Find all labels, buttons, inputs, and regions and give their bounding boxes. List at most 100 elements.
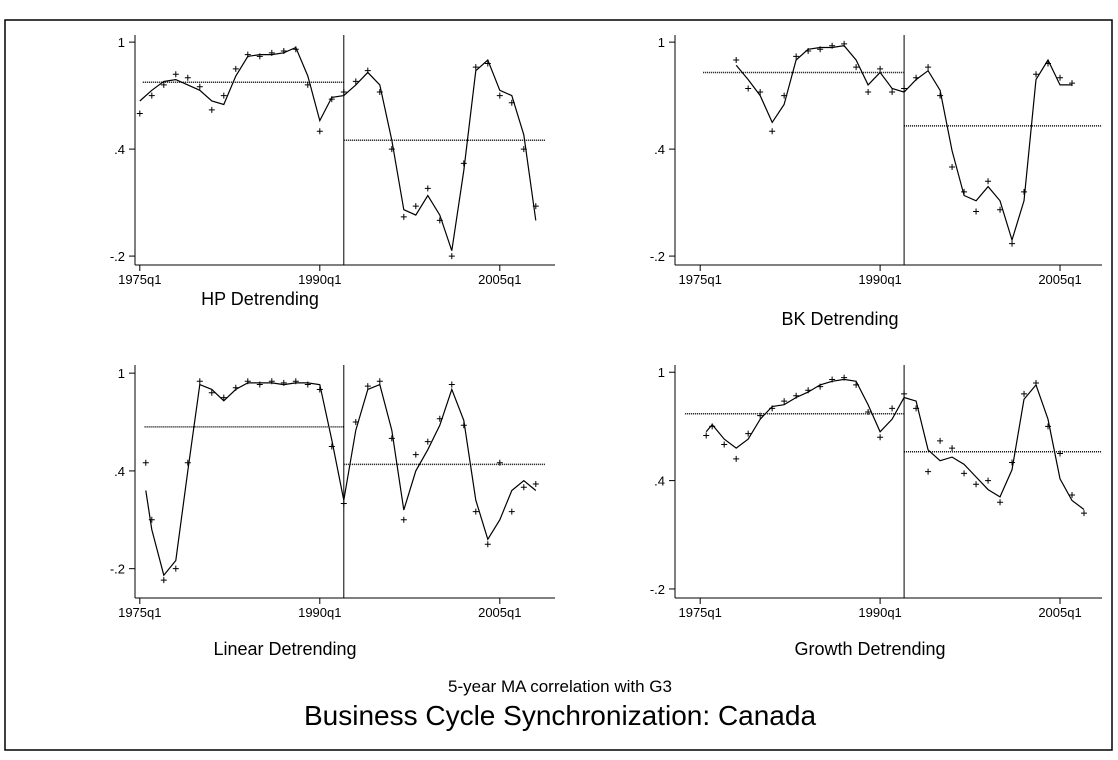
- marker: [925, 468, 932, 475]
- x-tick-label: 1975q1: [118, 605, 161, 620]
- title: Business Cycle Synchronization: Canada: [304, 700, 816, 731]
- x-tick-label: 2005q1: [1038, 272, 1081, 287]
- marker: [889, 89, 896, 96]
- marker: [460, 422, 467, 429]
- y-tick-label: -.2: [650, 582, 665, 597]
- marker: [136, 110, 143, 117]
- line: [735, 45, 1072, 243]
- marker: [268, 49, 275, 56]
- marker: [532, 480, 539, 487]
- marker: [901, 390, 908, 397]
- marker: [172, 71, 179, 78]
- marker: [937, 92, 944, 99]
- marker: [841, 374, 848, 381]
- marker: [817, 46, 824, 53]
- marker: [973, 208, 980, 215]
- marker: [709, 423, 716, 430]
- marker: [232, 384, 239, 391]
- y-tick-label: .4: [654, 474, 665, 489]
- y-tick-label: -.2: [110, 249, 125, 264]
- marker: [496, 459, 503, 466]
- panel-title: Linear Detrending: [213, 639, 356, 659]
- marker: [877, 434, 884, 441]
- x-tick-label: 1990q1: [298, 605, 341, 620]
- line: [705, 378, 1085, 510]
- marker: [244, 378, 251, 385]
- marker: [817, 383, 824, 390]
- marker: [793, 392, 800, 399]
- marker: [937, 437, 944, 444]
- marker: [328, 443, 335, 450]
- marker: [901, 85, 908, 92]
- marker: [508, 99, 515, 106]
- marker: [703, 432, 710, 439]
- marker: [496, 92, 503, 99]
- marker: [376, 89, 383, 96]
- y-tick-label: 1: [658, 35, 665, 50]
- x-tick-label: 1975q1: [678, 605, 721, 620]
- marker: [400, 213, 407, 220]
- marker: [340, 500, 347, 507]
- marker: [292, 378, 299, 385]
- marker: [913, 74, 920, 81]
- marker: [316, 128, 323, 135]
- panel-title: Growth Detrending: [794, 639, 945, 659]
- marker: [961, 188, 968, 195]
- marker: [220, 394, 227, 401]
- marker: [304, 81, 311, 88]
- y-tick-label: 1: [118, 366, 125, 381]
- marker: [1069, 492, 1076, 499]
- marker: [805, 48, 812, 55]
- marker: [781, 398, 788, 405]
- marker: [973, 481, 980, 488]
- marker: [508, 508, 515, 515]
- marker: [865, 89, 872, 96]
- marker: [148, 516, 155, 523]
- marker: [196, 83, 203, 90]
- marker: [1045, 423, 1052, 430]
- marker: [292, 46, 299, 53]
- marker: [388, 435, 395, 442]
- marker: [781, 92, 788, 99]
- marker: [424, 438, 431, 445]
- x-tick-label: 2005q1: [1038, 605, 1081, 620]
- marker: [985, 477, 992, 484]
- marker: [829, 376, 836, 383]
- marker: [769, 128, 776, 135]
- marker: [376, 378, 383, 385]
- marker: [304, 381, 311, 388]
- marker: [484, 541, 491, 548]
- marker: [985, 178, 992, 185]
- marker: [412, 451, 419, 458]
- marker: [256, 381, 263, 388]
- marker: [400, 516, 407, 523]
- marker: [961, 470, 968, 477]
- marker: [208, 389, 215, 396]
- marker: [142, 459, 149, 466]
- marker: [1021, 390, 1028, 397]
- marker: [160, 577, 167, 584]
- y-tick-label: 1: [658, 365, 665, 380]
- marker: [949, 163, 956, 170]
- marker: [1033, 380, 1040, 387]
- marker: [520, 146, 527, 153]
- y-tick-label: -.2: [110, 562, 125, 577]
- marker: [184, 459, 191, 466]
- marker: [757, 412, 764, 419]
- x-tick-label: 1990q1: [298, 272, 341, 287]
- marker: [364, 67, 371, 74]
- marker: [436, 217, 443, 224]
- marker: [472, 508, 479, 515]
- marker: [889, 405, 896, 412]
- marker: [208, 106, 215, 113]
- marker: [520, 484, 527, 491]
- marker: [280, 48, 287, 55]
- marker: [721, 441, 728, 448]
- marker: [1069, 80, 1076, 87]
- y-tick-label: .4: [114, 464, 125, 479]
- marker: [448, 381, 455, 388]
- marker: [1081, 510, 1088, 517]
- marker: [472, 64, 479, 71]
- marker: [328, 96, 335, 103]
